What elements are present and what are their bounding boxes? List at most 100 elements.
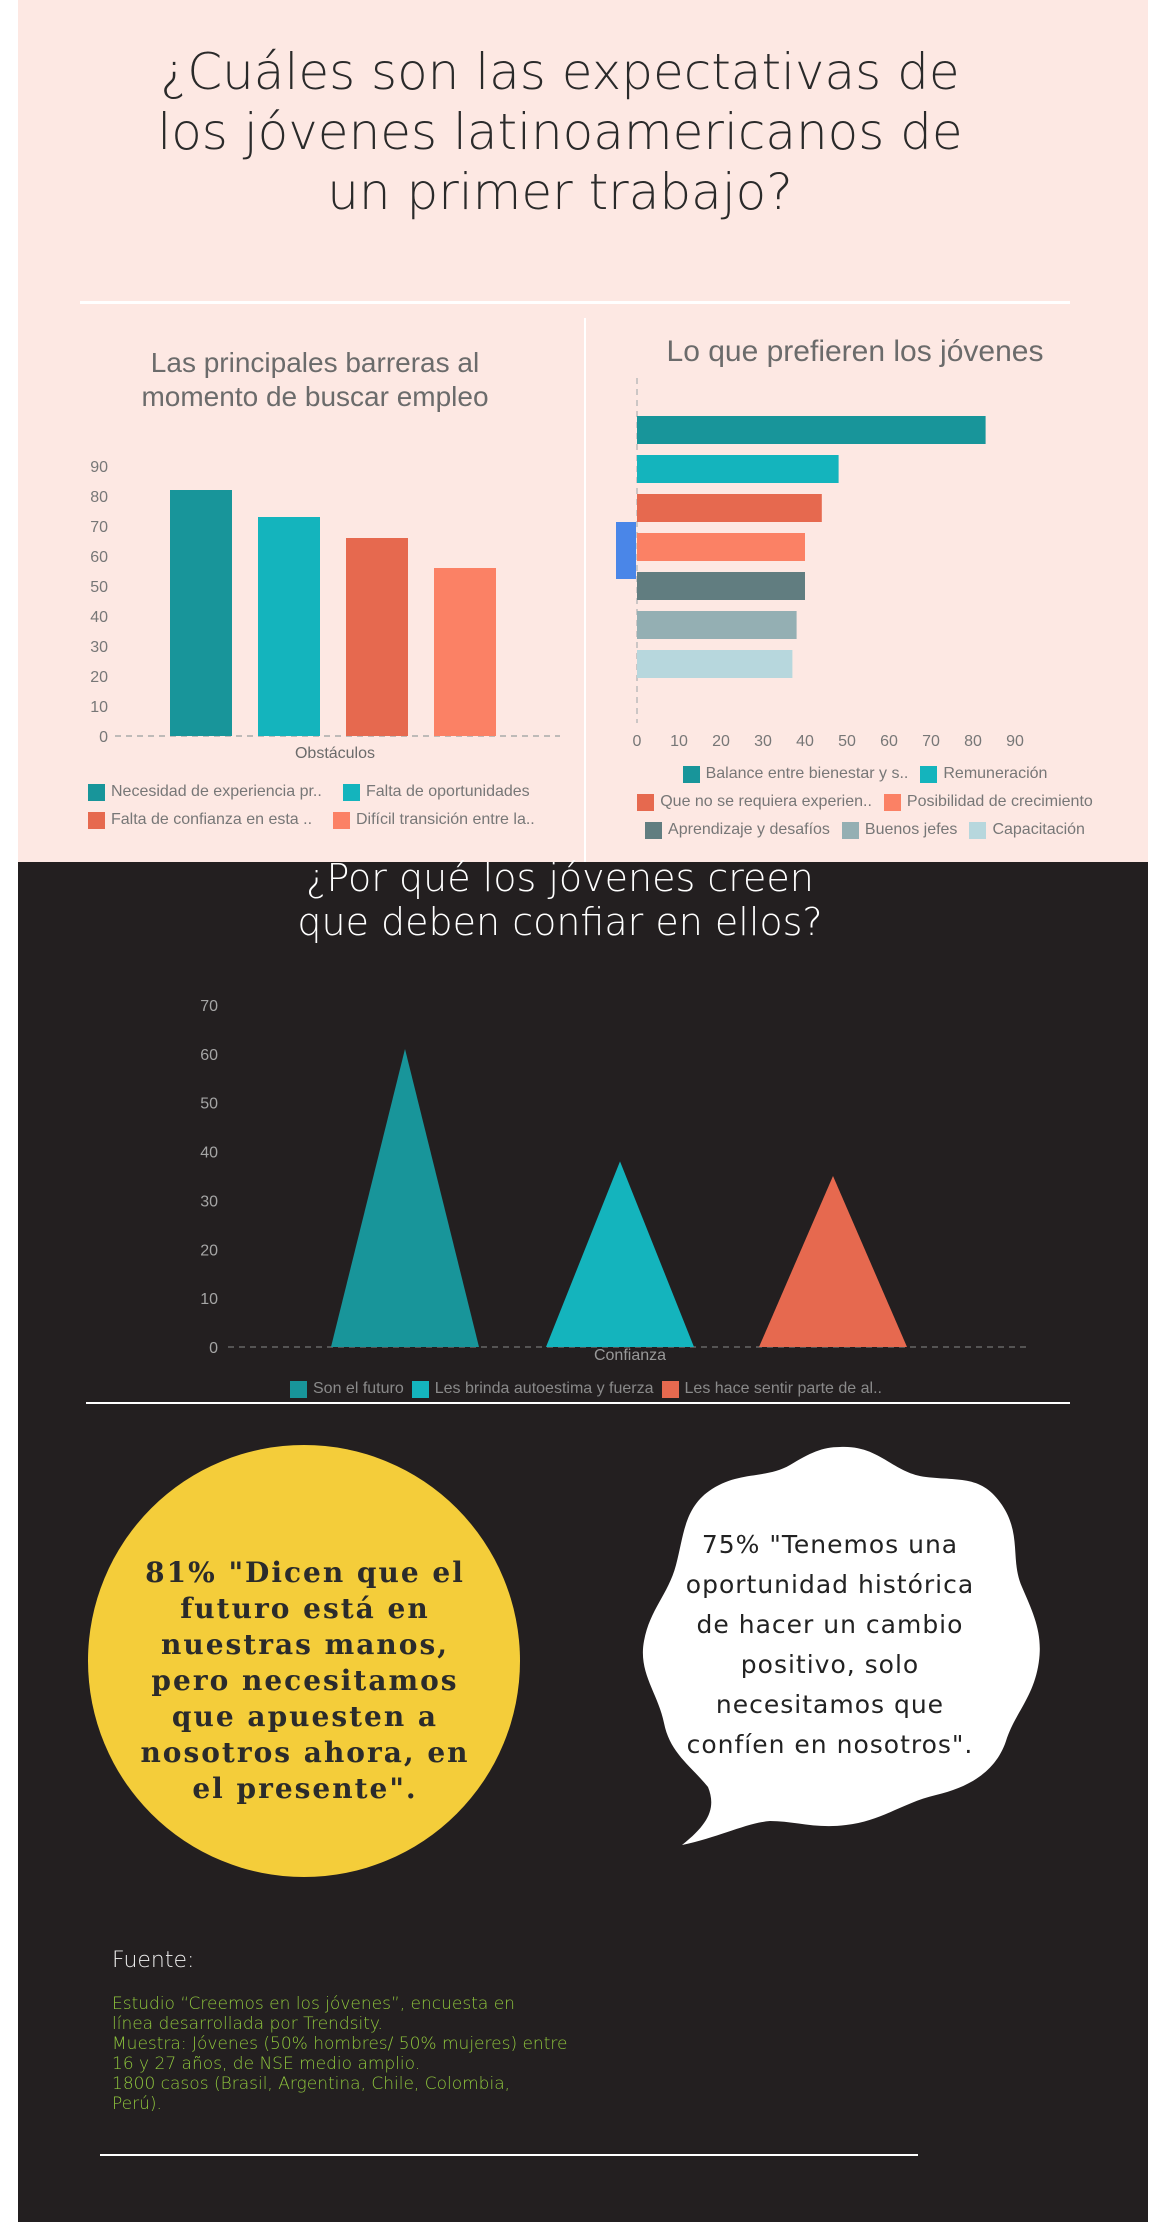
y-tick-label: 30 <box>200 1193 218 1210</box>
bar <box>637 650 793 678</box>
legend-item: Difícil transición entre la.. <box>333 811 535 829</box>
bar <box>258 517 320 736</box>
legend-label: Aprendizaje y desafíos <box>668 821 830 838</box>
x-tick-label: 30 <box>754 733 772 750</box>
legend-label: Balance entre bienestar y s.. <box>705 765 909 782</box>
footer-divider <box>100 2154 918 2156</box>
bar <box>637 611 797 639</box>
legend-label: Falta de confianza en esta .. <box>111 811 313 828</box>
barriers-chart: 0 10 20 30 40 50 60 70 80 90 <box>90 459 560 746</box>
legend-swatch <box>920 765 938 783</box>
selection-handle <box>616 522 636 579</box>
legend-swatch <box>637 793 655 811</box>
legend-item: Necesidad de experiencia pr.. <box>88 783 343 801</box>
x-tick-label: 40 <box>796 733 814 750</box>
legend-swatch <box>333 811 350 829</box>
bar <box>346 538 408 736</box>
legend-label: Les brinda autoestima y fuerza <box>434 1380 654 1397</box>
trust-legend: Son el futuro Les brinda autoestima y fu… <box>290 1380 930 1398</box>
x-tick-label: 50 <box>838 733 856 750</box>
preferences-chart: 0 10 20 30 40 50 60 70 80 90 <box>616 378 1024 750</box>
legend-label: Les hace sentir parte de al.. <box>684 1380 882 1397</box>
speech-bubble <box>642 1446 1040 1845</box>
quote-81-text: 81% "Dicen que el futuro está en nuestra… <box>140 1556 470 1805</box>
legend-item: Remuneración <box>920 765 1047 783</box>
legend-item: Falta de confianza en esta .. <box>88 811 333 829</box>
legend-label: Remuneración <box>943 765 1048 782</box>
y-tick-label: 70 <box>200 998 218 1015</box>
legend-label: Posibilidad de crecimiento <box>906 793 1093 810</box>
trust-chart: 0 10 20 30 40 50 60 70 <box>200 998 1030 1357</box>
x-tick-label: 20 <box>712 733 730 750</box>
title-divider <box>80 301 1070 304</box>
x-tick-label: 10 <box>670 733 688 750</box>
x-tick-label: 0 <box>633 733 642 750</box>
x-tick-label: 70 <box>922 733 940 750</box>
source-text: Estudio “Creemos en los jóvenes”, encues… <box>112 1994 568 2114</box>
legend-swatch <box>645 821 663 839</box>
bar <box>637 416 986 444</box>
y-tick-label: 40 <box>90 609 108 626</box>
x-tick-label: 90 <box>1006 733 1024 750</box>
y-tick-label: 70 <box>90 519 108 536</box>
legend-item: Son el futuro <box>290 1380 404 1398</box>
x-tick-label: 80 <box>964 733 982 750</box>
legend-label: Necesidad de experiencia pr.. <box>111 783 322 800</box>
y-tick-label: 60 <box>90 549 108 566</box>
y-tick-label: 10 <box>90 699 108 716</box>
preferences-chart-title: Lo que prefieren los jóvenes <box>666 335 1044 368</box>
y-tick-label: 50 <box>200 1096 218 1113</box>
page-title: ¿Cuáles son las expectativas de los jóve… <box>157 43 963 221</box>
y-tick-label: 90 <box>90 459 108 476</box>
legend-item: Aprendizaje y desafíos <box>645 821 830 839</box>
bar <box>637 455 839 483</box>
trust-x-axis-label: Confianza <box>593 1347 667 1364</box>
legend-label: Que no se requiera experien.. <box>660 793 872 810</box>
y-tick-label: 0 <box>209 1340 218 1357</box>
legend-label: Difícil transición entre la.. <box>356 811 535 828</box>
trust-chart-title: ¿Por qué los jóvenes creen que deben con… <box>297 856 823 944</box>
legend-swatch <box>682 765 700 783</box>
y-tick-label: 40 <box>200 1145 218 1162</box>
barriers-legend: Necesidad de experiencia pr.. Falta de o… <box>88 778 568 834</box>
legend-swatch <box>841 821 859 839</box>
bar <box>434 568 496 736</box>
triangle-bar <box>331 1048 479 1347</box>
legend-label: Falta de oportunidades <box>366 783 530 800</box>
legend-item: Falta de oportunidades <box>343 783 530 801</box>
legend-swatch <box>290 1380 307 1398</box>
barriers-chart-title: Las principales barreras al momento de b… <box>141 347 489 412</box>
legend-swatch <box>661 1380 679 1398</box>
barriers-x-axis-label: Obstáculos <box>294 745 376 762</box>
legend-item: Balance entre bienestar y s.. <box>682 765 909 783</box>
quote-circle <box>88 1445 520 1877</box>
legend-swatch <box>88 783 105 801</box>
quote-75-text: 75% "Tenemos una oportunidad histórica d… <box>685 1530 975 1759</box>
triangle-bar <box>546 1161 694 1347</box>
source-label: Fuente: <box>112 1948 195 1973</box>
triangle-bar <box>759 1176 907 1347</box>
legend-swatch <box>969 821 987 839</box>
bar <box>170 490 232 736</box>
legend-label: Son el futuro <box>313 1380 404 1397</box>
legend-label: Capacitación <box>992 821 1085 838</box>
preferences-legend: Balance entre bienestar y s.. Remuneraci… <box>610 760 1120 844</box>
legend-swatch <box>411 1380 429 1398</box>
x-tick-label: 60 <box>880 733 898 750</box>
legend-swatch <box>343 783 360 801</box>
chart-column-divider <box>584 318 586 862</box>
y-tick-label: 50 <box>90 579 108 596</box>
legend-item: Les brinda autoestima y fuerza <box>411 1380 654 1398</box>
bar <box>637 533 805 561</box>
y-tick-label: 30 <box>90 639 108 656</box>
legend-swatch <box>88 811 105 829</box>
legend-label: Buenos jefes <box>864 821 958 838</box>
legend-item: Buenos jefes <box>841 821 958 839</box>
bar <box>637 494 822 522</box>
y-tick-label: 20 <box>90 669 108 686</box>
legend-swatch <box>883 793 901 811</box>
legend-item: Posibilidad de crecimiento <box>883 793 1093 811</box>
y-tick-label: 0 <box>99 729 108 746</box>
bar <box>637 572 805 600</box>
y-tick-label: 60 <box>200 1047 218 1064</box>
